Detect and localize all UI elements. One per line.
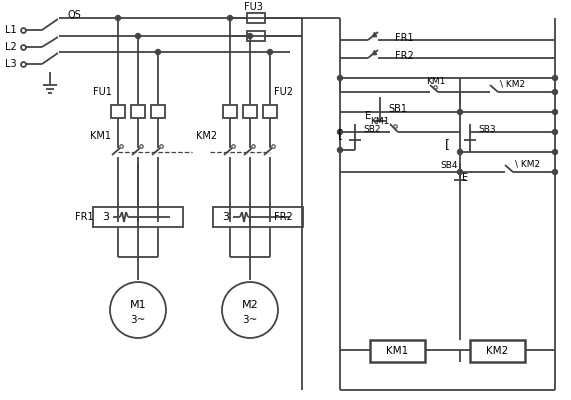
Text: E: E [462, 173, 468, 183]
Text: FU2: FU2 [274, 87, 293, 97]
Bar [370, 340, 425, 362]
Text: KM1: KM1 [386, 346, 408, 356]
Text: 3: 3 [102, 212, 109, 222]
Text: SB4: SB4 [440, 160, 457, 170]
Text: KM2: KM2 [486, 346, 508, 356]
Bar [263, 105, 277, 118]
Circle shape [553, 170, 557, 174]
Bar [223, 105, 237, 118]
Text: [: [ [338, 128, 343, 142]
Circle shape [457, 170, 463, 174]
Text: FR1: FR1 [395, 33, 413, 43]
Text: [: [ [445, 138, 450, 152]
Circle shape [267, 50, 272, 54]
Circle shape [457, 150, 463, 154]
Circle shape [135, 34, 140, 38]
Circle shape [222, 282, 278, 338]
Text: L1: L1 [5, 25, 17, 35]
Text: L3: L3 [5, 59, 17, 69]
Text: \ KM2: \ KM2 [515, 160, 540, 168]
Bar [247, 13, 265, 23]
Bar [243, 105, 257, 118]
Text: \ KM2: \ KM2 [500, 80, 525, 88]
Circle shape [110, 282, 166, 338]
Circle shape [247, 34, 252, 38]
Text: FR2: FR2 [395, 51, 414, 61]
Text: 3~: 3~ [242, 315, 258, 325]
Text: FR2: FR2 [274, 212, 293, 222]
Text: KM1: KM1 [371, 118, 389, 126]
Text: L2: L2 [5, 42, 17, 52]
Bar [151, 105, 165, 118]
Text: KM1: KM1 [90, 131, 111, 141]
Circle shape [553, 110, 557, 114]
Text: FR1: FR1 [75, 212, 94, 222]
Circle shape [155, 50, 160, 54]
Text: M1: M1 [130, 300, 146, 310]
Text: KM2: KM2 [196, 131, 217, 141]
Bar [111, 105, 125, 118]
Text: KM1: KM1 [426, 78, 445, 86]
Text: 3: 3 [222, 212, 229, 222]
Bar [247, 31, 265, 41]
Text: SB3: SB3 [478, 124, 496, 134]
Circle shape [115, 16, 120, 20]
Text: QS: QS [68, 10, 82, 20]
Circle shape [337, 130, 343, 134]
Text: 3~: 3~ [130, 315, 146, 325]
Circle shape [337, 76, 343, 80]
Text: FU3: FU3 [244, 2, 263, 12]
Text: SB1: SB1 [388, 104, 407, 114]
Circle shape [227, 16, 232, 20]
Text: E: E [365, 111, 371, 121]
Bar [470, 340, 525, 362]
Circle shape [457, 110, 463, 114]
Bar [93, 207, 183, 227]
Text: FU1: FU1 [93, 87, 112, 97]
Circle shape [337, 148, 343, 152]
Circle shape [553, 130, 557, 134]
Circle shape [553, 150, 557, 154]
Circle shape [553, 90, 557, 94]
Circle shape [553, 76, 557, 80]
Text: SB2: SB2 [363, 124, 380, 134]
Text: M2: M2 [242, 300, 258, 310]
Bar [131, 105, 145, 118]
Bar [213, 207, 303, 227]
